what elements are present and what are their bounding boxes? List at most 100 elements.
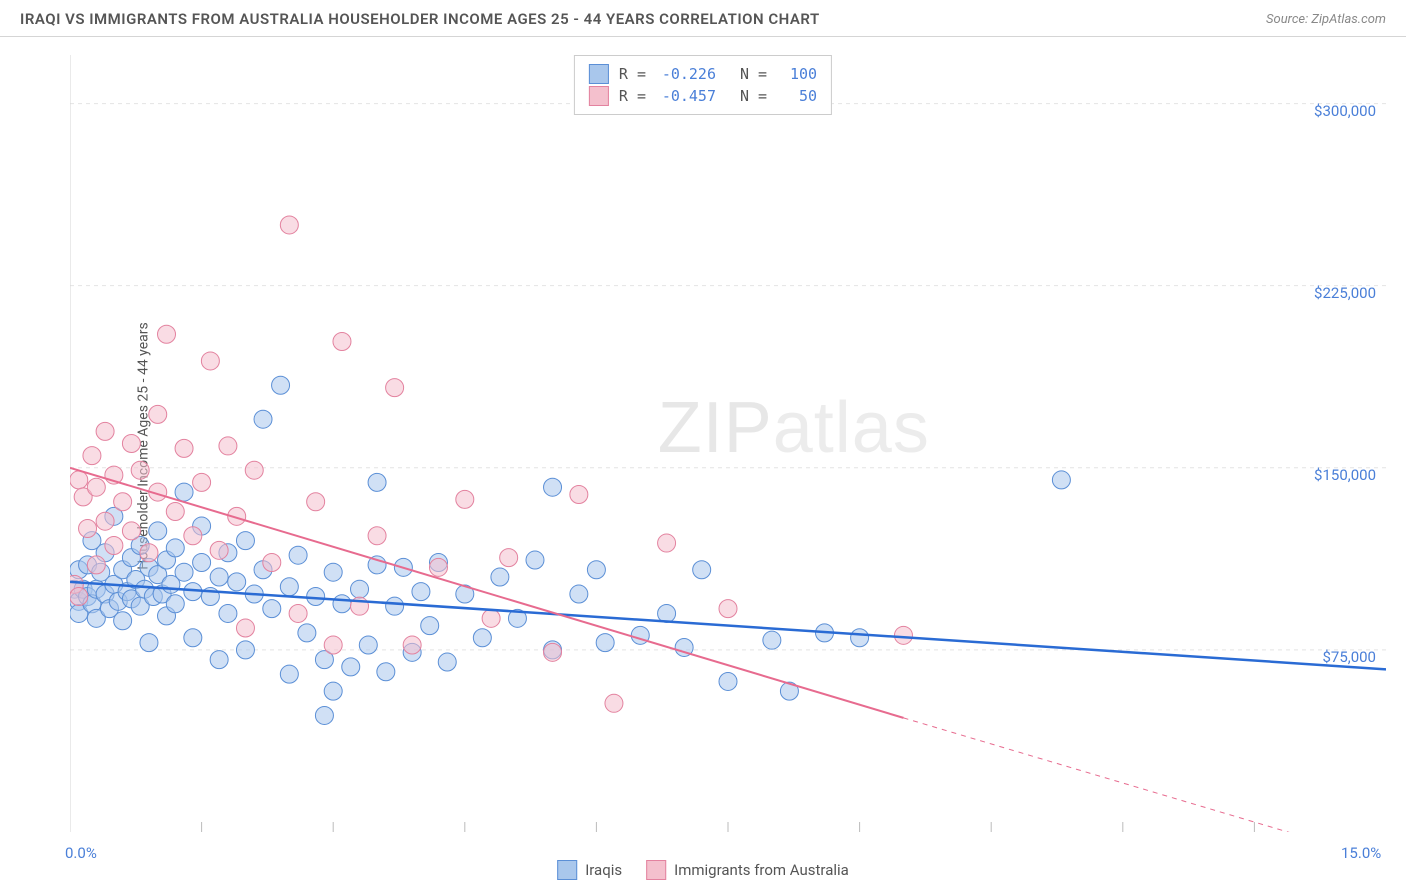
- point-australia: [482, 609, 500, 627]
- x-tick-label: 15.0%: [1341, 844, 1381, 862]
- point-iraqis: [166, 539, 184, 557]
- r-value-australia: -0.457: [656, 87, 716, 105]
- y-tick-label: $300,000: [1314, 102, 1376, 120]
- point-iraqis: [280, 578, 298, 596]
- swatch-iraqis: [589, 64, 609, 84]
- point-australia: [166, 502, 184, 520]
- chart-area: ZIPatlas: [70, 55, 1386, 832]
- n-label: N =: [740, 65, 767, 83]
- swatch-australia: [589, 86, 609, 106]
- legend-row-australia: R =-0.457N =50: [589, 86, 817, 106]
- point-australia: [79, 519, 97, 537]
- chart-header: IRAQI VS IMMIGRANTS FROM AUSTRALIA HOUSE…: [0, 0, 1406, 37]
- point-australia: [96, 512, 114, 530]
- point-australia: [500, 549, 518, 567]
- r-label: R =: [619, 65, 646, 83]
- trendline-australia-extrapolated: [903, 718, 1386, 832]
- point-australia: [386, 379, 404, 397]
- point-iraqis: [166, 595, 184, 613]
- point-iraqis: [219, 604, 237, 622]
- point-australia: [403, 636, 421, 654]
- point-iraqis: [228, 573, 246, 591]
- point-australia: [96, 422, 114, 440]
- point-australia: [210, 541, 228, 559]
- point-iraqis: [184, 629, 202, 647]
- swatch-icon: [646, 860, 666, 880]
- point-australia: [307, 493, 325, 511]
- point-iraqis: [236, 532, 254, 550]
- point-australia: [894, 626, 912, 644]
- legend-item: Iraqis: [557, 860, 622, 880]
- point-iraqis: [175, 483, 193, 501]
- legend-row-iraqis: R = -0.226 N = 100: [589, 64, 817, 84]
- correlation-legend: R = -0.226 N = 100R = -0.457 N = 50: [574, 55, 832, 115]
- point-australia: [719, 600, 737, 618]
- point-iraqis: [210, 651, 228, 669]
- point-australia: [456, 490, 474, 508]
- point-australia: [105, 536, 123, 554]
- point-iraqis: [544, 478, 562, 496]
- point-iraqis: [386, 597, 404, 615]
- legend-item: Immigrants from Australia: [646, 860, 849, 880]
- scatter-plot: [70, 55, 1386, 832]
- series-legend: Iraqis Immigrants from Australia: [557, 860, 849, 880]
- point-australia: [658, 534, 676, 552]
- y-tick-label: $225,000: [1314, 284, 1376, 302]
- point-australia: [70, 471, 88, 489]
- point-iraqis: [175, 563, 193, 581]
- point-iraqis: [315, 706, 333, 724]
- point-australia: [114, 493, 132, 511]
- point-australia: [429, 558, 447, 576]
- point-iraqis: [693, 561, 711, 579]
- point-australia: [87, 556, 105, 574]
- point-australia: [544, 643, 562, 661]
- point-iraqis: [421, 617, 439, 635]
- point-iraqis: [473, 629, 491, 647]
- point-australia: [201, 352, 219, 370]
- n-label: N =: [740, 87, 767, 105]
- point-iraqis: [587, 561, 605, 579]
- point-australia: [193, 473, 211, 491]
- point-iraqis: [526, 551, 544, 569]
- point-australia: [245, 461, 263, 479]
- point-iraqis: [236, 641, 254, 659]
- point-australia: [333, 333, 351, 351]
- point-iraqis: [377, 663, 395, 681]
- point-australia: [324, 636, 342, 654]
- y-tick-label: $150,000: [1314, 466, 1376, 484]
- n-value-iraqis: 100: [777, 65, 817, 83]
- point-iraqis: [324, 682, 342, 700]
- chart-title: IRAQI VS IMMIGRANTS FROM AUSTRALIA HOUSE…: [20, 10, 820, 28]
- source-label: Source: ZipAtlas.com: [1266, 12, 1386, 27]
- r-value-iraqis: -0.226: [656, 65, 716, 83]
- point-iraqis: [149, 522, 167, 540]
- point-iraqis: [719, 672, 737, 690]
- point-australia: [158, 325, 176, 343]
- point-iraqis: [289, 546, 307, 564]
- point-australia: [175, 439, 193, 457]
- point-iraqis: [210, 568, 228, 586]
- n-value-australia: 50: [777, 87, 817, 105]
- point-australia: [289, 604, 307, 622]
- point-iraqis: [763, 631, 781, 649]
- point-iraqis: [140, 634, 158, 652]
- point-australia: [149, 405, 167, 423]
- point-iraqis: [1052, 471, 1070, 489]
- point-australia: [280, 216, 298, 234]
- point-australia: [263, 553, 281, 571]
- point-australia: [219, 437, 237, 455]
- point-australia: [122, 435, 140, 453]
- point-iraqis: [254, 410, 272, 428]
- point-iraqis: [193, 553, 211, 571]
- point-australia: [83, 447, 101, 465]
- point-iraqis: [280, 665, 298, 683]
- point-australia: [140, 544, 158, 562]
- point-australia: [570, 485, 588, 503]
- point-australia: [236, 619, 254, 637]
- point-australia: [122, 522, 140, 540]
- point-iraqis: [307, 587, 325, 605]
- point-iraqis: [272, 376, 290, 394]
- legend-label: Immigrants from Australia: [674, 861, 849, 879]
- point-australia: [131, 461, 149, 479]
- point-australia: [605, 694, 623, 712]
